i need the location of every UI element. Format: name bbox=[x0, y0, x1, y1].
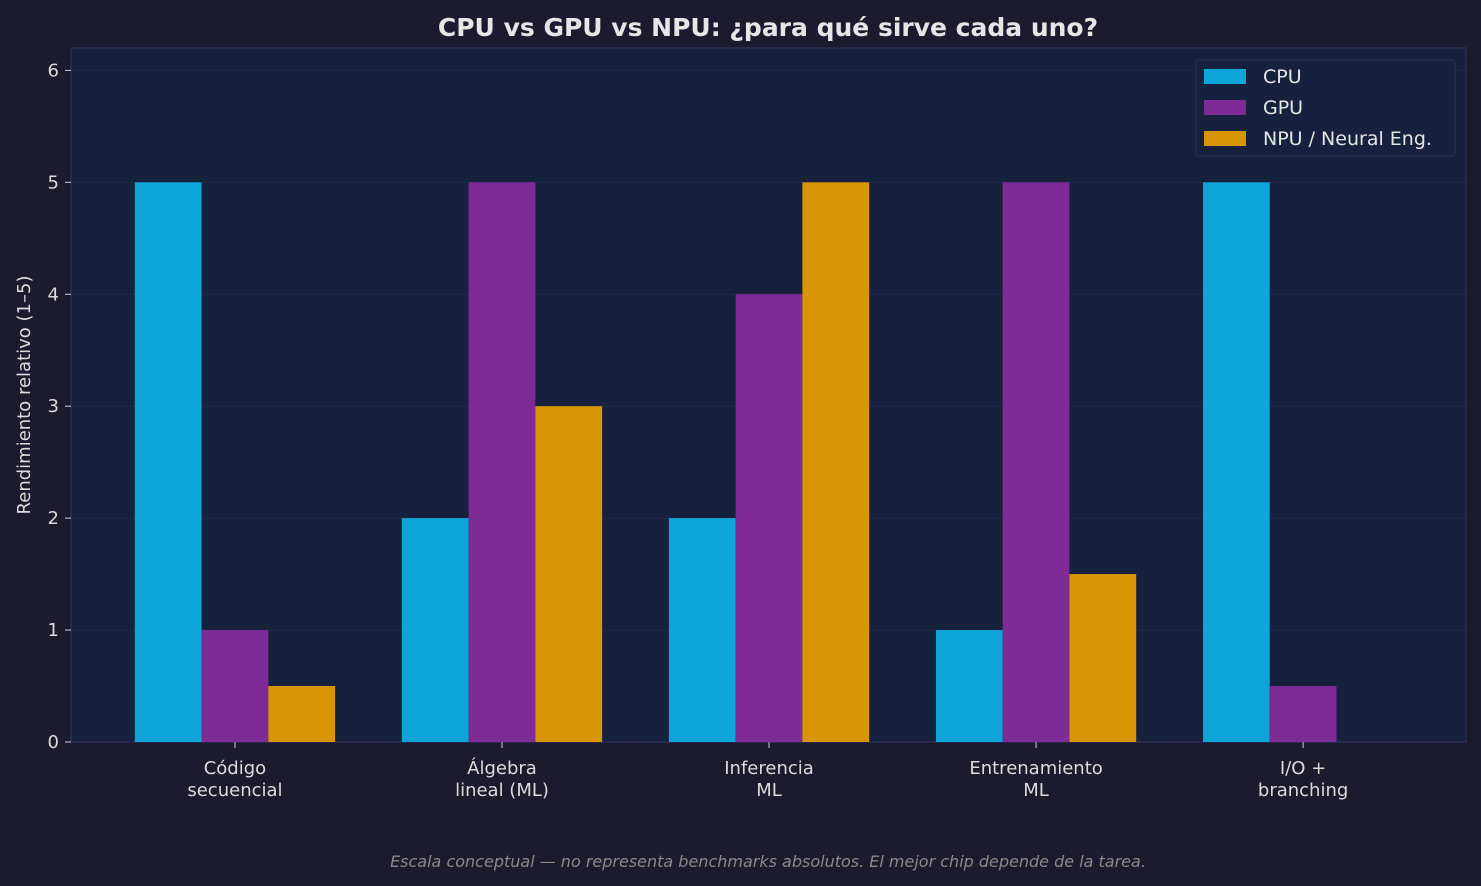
bar-gpu-4 bbox=[1269, 686, 1337, 742]
bar-cpu-2 bbox=[668, 518, 736, 742]
bar-gpu-1 bbox=[468, 182, 536, 743]
x-tick-label: Álgebra lineal (ML) bbox=[455, 757, 549, 801]
y-axis-label: Rendimiento relativo (1–5) bbox=[14, 276, 35, 515]
y-tick-label: 5 bbox=[48, 172, 59, 193]
y-tick-label: 0 bbox=[48, 732, 59, 753]
y-tick-label: 1 bbox=[48, 620, 59, 641]
bar-cpu-0 bbox=[134, 182, 202, 743]
legend-label: CPU bbox=[1263, 66, 1302, 88]
y-tick-label: 6 bbox=[48, 60, 59, 81]
x-tick-label: I/O + branching bbox=[1258, 758, 1348, 801]
legend-label: GPU bbox=[1263, 97, 1303, 119]
footnote: Escala conceptual — no representa benchm… bbox=[390, 852, 1146, 871]
bar-npu-3 bbox=[1069, 574, 1137, 742]
legend-swatch bbox=[1204, 131, 1246, 146]
legend-box bbox=[1195, 59, 1456, 157]
y-tick-label: 3 bbox=[48, 396, 59, 417]
legend: CPU GPU NPU / Neural Eng. bbox=[1195, 59, 1456, 157]
bar-npu-2 bbox=[802, 182, 870, 743]
x-tick-label: Código secuencial bbox=[187, 758, 282, 801]
bar-gpu-2 bbox=[735, 294, 803, 742]
bar-npu-0 bbox=[268, 686, 336, 742]
bar-gpu-0 bbox=[201, 630, 269, 742]
y-tick-label: 4 bbox=[48, 284, 59, 305]
legend-swatch bbox=[1204, 69, 1246, 84]
y-tick-label: 2 bbox=[48, 508, 59, 529]
bar-gpu-3 bbox=[1002, 182, 1070, 743]
legend-label: NPU / Neural Eng. bbox=[1263, 128, 1432, 150]
bar-npu-1 bbox=[535, 406, 603, 742]
legend-swatch bbox=[1204, 100, 1246, 115]
x-tick-label: Entrenamiento ML bbox=[969, 758, 1102, 801]
bar-cpu-1 bbox=[401, 518, 469, 742]
x-tick-label: Inferencia ML bbox=[724, 758, 814, 801]
bar-cpu-4 bbox=[1202, 182, 1270, 743]
bar-cpu-3 bbox=[935, 630, 1003, 742]
chart-title: CPU vs GPU vs NPU: ¿para qué sirve cada … bbox=[438, 13, 1098, 42]
